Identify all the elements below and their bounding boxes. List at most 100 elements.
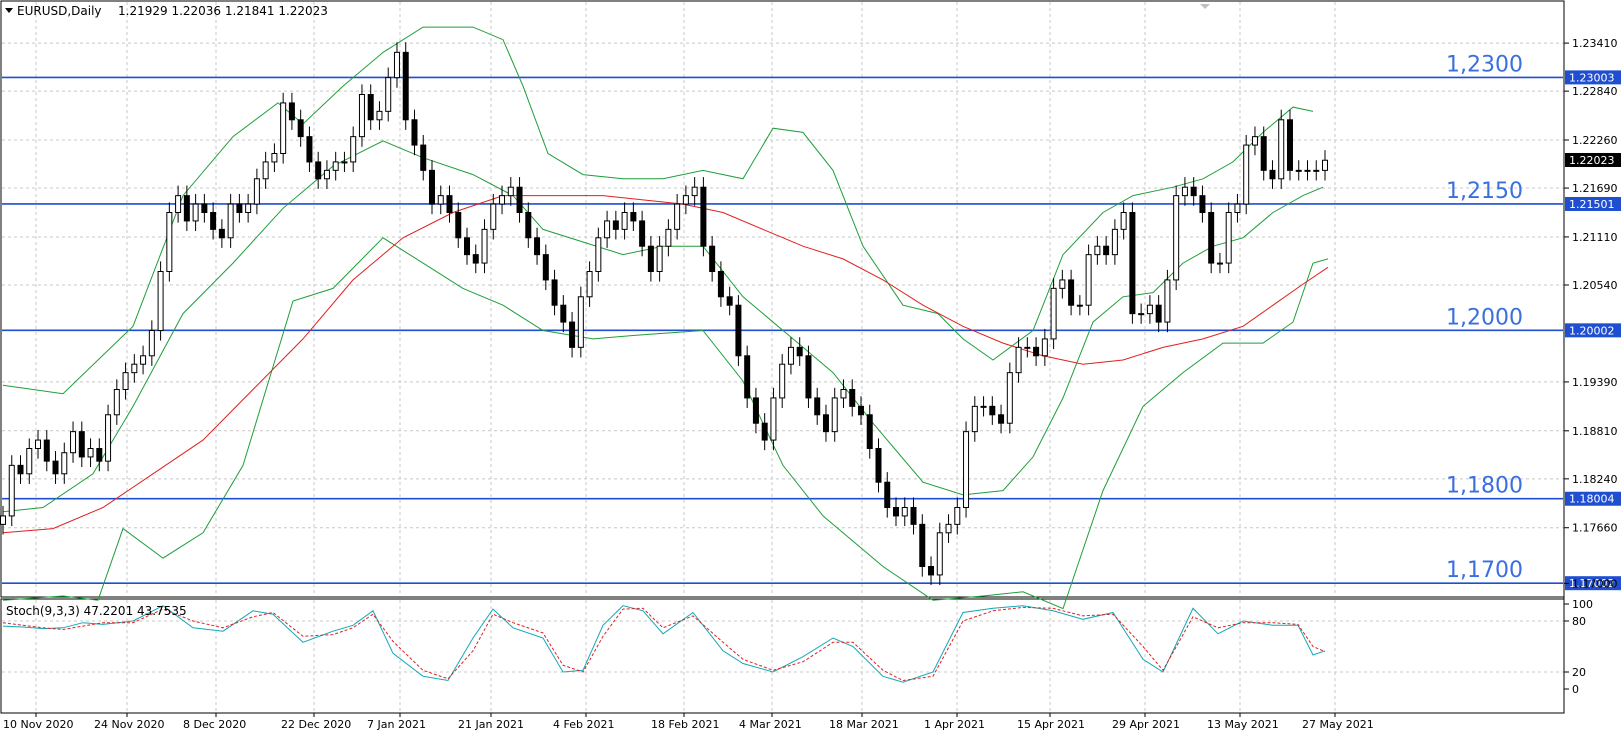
candle-body [376,110,383,121]
candle-body [1269,169,1276,180]
candle-body [779,363,786,399]
bollinger-lower-line [2,237,1329,610]
candle-body [315,161,322,180]
candle-body [367,94,374,121]
candle-body [569,321,576,348]
candle-body [621,212,628,230]
candle-body [297,119,304,138]
level-price-tag: 1.23003 [1569,71,1615,84]
candle-body [1006,372,1013,424]
candle-body [639,220,646,247]
time-tick-label: 13 May 2021 [1207,718,1279,731]
level-price-box [1565,70,1621,85]
candle-body [140,355,147,365]
time-axis: 10 Nov 2020 24 Nov 2020 8 Dec 2020 22 Dec 2… [3,713,1374,731]
candle-body [1050,287,1057,340]
candle-body [175,195,182,213]
time-tick-label: 10 Nov 2020 [3,718,73,731]
price-tick-label: 1.18810 [1572,425,1618,438]
level-price-tag: 1.18004 [1569,493,1615,506]
candle-body [1304,169,1311,172]
candle-body [1094,245,1101,256]
stoch-main-line [2,605,1326,683]
level-price-box [1565,196,1621,211]
candle-body [612,220,619,230]
chart-ohlc: 1.21929 1.22036 1.21841 1.22023 [118,4,328,18]
price-tick-label: 1.20540 [1572,279,1618,292]
candle-body [516,186,523,213]
candle-body [78,431,85,458]
candle-body [262,161,269,180]
candle-body [709,245,716,272]
candle-body [402,51,409,121]
price-tick-label: 1.19390 [1572,376,1618,389]
candle-body [1068,279,1075,306]
candle-body [8,464,15,517]
time-tick-label: 1 Apr 2021 [924,718,985,731]
candle-body [350,136,357,163]
candle-body [954,507,961,525]
price-axis: 1.23410 1.22840 1.22260 1.21690 1.21110 1.205… [1564,37,1621,590]
candle-body [43,439,50,462]
candle-body [157,271,164,331]
candle-body [761,422,768,441]
candle-body [236,203,243,213]
level-price-box [1565,323,1621,338]
time-tick-label: 7 Jan 2021 [367,718,426,731]
candle-body [411,119,418,146]
candle-body [166,212,173,272]
candle-body [717,271,724,298]
candle-body [306,136,313,163]
level-price-tag: 1.21501 [1569,198,1615,211]
indicator-lines [2,26,1329,610]
candle-body [805,355,812,399]
candle-body [1146,304,1153,315]
candle-body [700,186,707,247]
level-label: 1,2000 [1446,305,1523,330]
candle-body [674,203,681,230]
stoch-label: Stoch(9,3,3) 47.2201 43.7535 [6,604,187,618]
candle-body [831,397,838,433]
candle-body [534,237,541,256]
candle-body [1234,203,1241,213]
shift-marker-icon[interactable] [1200,4,1210,9]
candles [0,42,1328,586]
candle-body [1208,212,1215,264]
stochastic-oscillator: 100 80 20 0 [2,598,1593,696]
level-label: 1,1800 [1446,474,1523,499]
candle-body [61,452,68,475]
candle-body [647,245,654,272]
candle-body [70,431,77,454]
candle-body [341,161,348,164]
collapse-triangle-icon[interactable] [5,8,13,13]
candle-body [1155,304,1162,323]
candle-body [866,414,873,449]
level-label: 1,2150 [1446,179,1523,204]
candle-body [586,271,593,298]
candle-body [787,346,794,365]
candle-body [210,212,217,230]
price-tick-label: 1.23410 [1572,37,1618,50]
stoch-tick-label: 20 [1572,666,1586,679]
candle-body [1111,228,1118,256]
candle-body [1138,313,1145,316]
candle-body [665,228,672,247]
candle-body [1041,338,1048,357]
horizontal-levels: 1,2300 1.23003 1,2150 1.21501 1,2000 1.20002 1… [2,52,1621,591]
candle-body [893,507,900,517]
time-tick-label: 24 Nov 2020 [94,718,164,731]
candle-body [525,212,532,239]
candle-body [691,186,698,197]
candle-body [910,507,917,525]
time-tick-label: 18 Feb 2021 [651,718,719,731]
candle-body [735,304,742,357]
time-tick-label: 27 May 2021 [1302,718,1374,731]
candle-body [455,212,462,239]
candle-body [980,405,987,408]
candle-body [1129,212,1136,315]
candle-body [358,94,365,138]
candle-body [595,237,602,273]
candle-body [437,195,444,205]
candle-body [857,405,864,416]
